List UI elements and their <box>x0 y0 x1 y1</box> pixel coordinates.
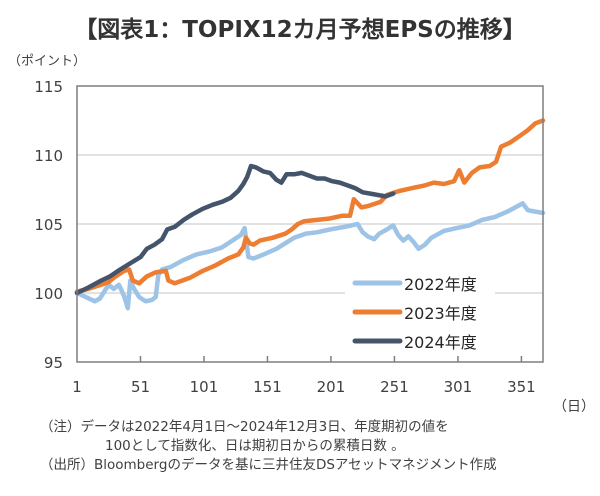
y-tick-label: 105 <box>34 216 63 234</box>
legend-label: 2024年度 <box>404 333 477 352</box>
source-line: （出所）Bloombergのデータを基に三井住友DSアセットマネジメント作成 <box>40 457 497 473</box>
x-tick-label: 301 <box>444 378 473 396</box>
series-line-2023年度 <box>74 118 546 294</box>
x-tick-label: 101 <box>190 378 219 396</box>
y-tick-label: 115 <box>34 78 63 96</box>
x-tick-label: 251 <box>380 378 409 396</box>
y-tick-label: 100 <box>34 285 63 303</box>
x-axis-unit-label: （日） <box>553 399 595 415</box>
y-axis-unit-label: （ポイント） <box>8 54 87 69</box>
series-lines <box>74 118 546 311</box>
chart-title: 【図表1：TOPIX12カ月予想EPSの推移】 <box>74 17 526 43</box>
x-tick-label: 201 <box>317 378 346 396</box>
legend-label: 2022年度 <box>404 275 477 294</box>
note-line-1: （注）データは2022年4月1日～2024年12月3日、年度期初の値を <box>40 419 449 435</box>
x-tick-label: 1 <box>72 378 82 396</box>
series-line-2024年度 <box>74 163 396 296</box>
legend: 2022年度 2023年度 2024年度 <box>345 266 495 356</box>
y-tick-label: 95 <box>44 354 63 372</box>
x-tick-label: 51 <box>131 378 150 396</box>
x-tick-label: 151 <box>253 378 282 396</box>
x-tick-label: 351 <box>507 378 536 396</box>
note-line-2: 100として指数化、日は期初日からの累積日数 。 <box>105 438 405 454</box>
series-line-2022年度 <box>74 201 546 311</box>
chart-notes: （注）データは2022年4月1日～2024年12月3日、年度期初の値を 100と… <box>0 418 600 475</box>
legend-label: 2023年度 <box>404 304 477 323</box>
y-tick-label: 110 <box>34 147 63 165</box>
plot-area-frame <box>76 85 544 363</box>
